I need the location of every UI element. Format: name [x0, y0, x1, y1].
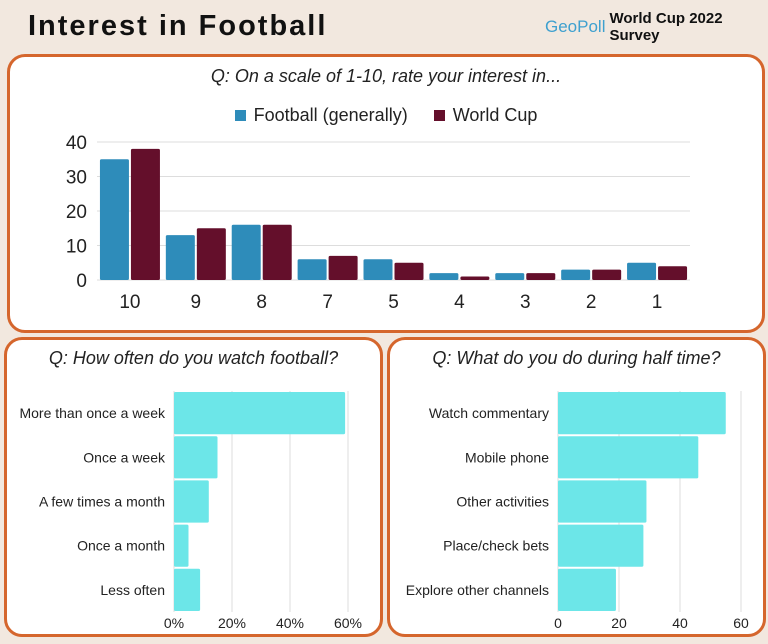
bar: [174, 480, 209, 523]
bar-football: [297, 259, 327, 280]
half-time-chart: 0 20 40 60 Watch commentary Mobile phone Other…: [406, 391, 749, 631]
bar: [174, 524, 189, 567]
watch-frequency-panel: Q: How often do you watch football? 0% 20…: [4, 337, 383, 637]
bar-football: [627, 262, 657, 280]
bar: [558, 480, 647, 523]
category-label: More than once a week: [19, 405, 166, 421]
x-tick-label: 5: [388, 292, 399, 313]
bar-football: [561, 269, 591, 280]
y-tick-label: 0: [76, 271, 87, 292]
bar: [174, 436, 218, 479]
bar-football: [363, 259, 393, 280]
chart-title: Q: How often do you watch football?: [48, 348, 339, 368]
category-label: Mobile phone: [465, 449, 549, 465]
x-tick-label: 0: [554, 615, 562, 631]
x-tick-label: 10: [119, 292, 140, 313]
y-tick-label: 20: [66, 202, 87, 223]
x-tick-label: 60%: [334, 615, 362, 631]
bar-world-cup: [262, 224, 292, 280]
brand: GeoPoll World Cup 2022 Survey: [545, 10, 768, 44]
bar-world-cup: [526, 273, 556, 280]
bar-football: [99, 159, 129, 280]
chart-title: Q: On a scale of 1-10, rate your interes…: [210, 66, 562, 86]
bar: [174, 568, 201, 611]
x-tick-label: 20%: [218, 615, 246, 631]
category-label: Once a week: [83, 449, 166, 465]
bar-world-cup: [394, 262, 424, 280]
x-tick-label: 40%: [276, 615, 304, 631]
legend: Football (generally) World Cup: [10, 105, 762, 126]
category-label: Explore other channels: [406, 582, 549, 598]
x-tick-label: 8: [256, 292, 267, 313]
bar-world-cup: [328, 255, 358, 280]
category-label: Other activities: [456, 494, 549, 510]
bar: [558, 524, 644, 567]
category-label: Less often: [100, 582, 165, 598]
x-tick-label: 4: [454, 292, 465, 313]
x-tick-label: 2: [586, 292, 597, 313]
category-label: Once a month: [77, 538, 165, 554]
watch-frequency-chart: 0% 20% 40% 60% More than once a week Once a w…: [19, 391, 362, 631]
x-tick-label: 0%: [164, 615, 184, 631]
bar-world-cup: [460, 276, 490, 280]
category-label: Place/check bets: [443, 538, 549, 554]
x-tick-label: 60: [733, 615, 749, 631]
x-tick-label: 7: [322, 292, 333, 313]
interest-chart: 0 10 20 30 40 10 9 8 7 5 4 3 2 1: [66, 133, 690, 313]
bar: [558, 436, 699, 479]
legend-item: Football (generally): [234, 105, 408, 126]
geopoll-logo: GeoPoll: [545, 17, 606, 36]
bar-world-cup: [130, 148, 160, 280]
chart-title: Q: What do you do during half time?: [432, 348, 721, 368]
x-tick-label: 3: [520, 292, 531, 313]
bar-football: [429, 273, 459, 280]
x-tick-label: 9: [191, 292, 202, 313]
x-tick-label: 40: [672, 615, 688, 631]
category-label: A few times a month: [39, 494, 165, 510]
bar-football: [165, 235, 195, 280]
y-tick-label: 40: [66, 133, 87, 154]
category-label: Watch commentary: [429, 405, 549, 421]
x-tick-label: 20: [611, 615, 627, 631]
legend-item: World Cup: [433, 105, 537, 126]
y-tick-label: 30: [66, 168, 87, 189]
bar-world-cup: [658, 266, 688, 280]
half-time-panel: Q: What do you do during half time? 0 20 4…: [387, 337, 766, 637]
y-tick-label: 10: [66, 237, 87, 258]
bar-football: [495, 273, 525, 280]
bar: [174, 392, 346, 435]
survey-name: World Cup 2022 Survey: [609, 10, 723, 44]
bar-world-cup: [592, 269, 622, 280]
interest-panel: Q: On a scale of 1-10, rate your interes…: [7, 54, 765, 333]
bar-world-cup: [196, 228, 226, 280]
bar: [558, 568, 616, 611]
bar-football: [231, 224, 261, 280]
bar: [558, 392, 726, 435]
x-tick-label: 1: [652, 292, 663, 313]
page-title: Interest in Football: [28, 10, 328, 42]
